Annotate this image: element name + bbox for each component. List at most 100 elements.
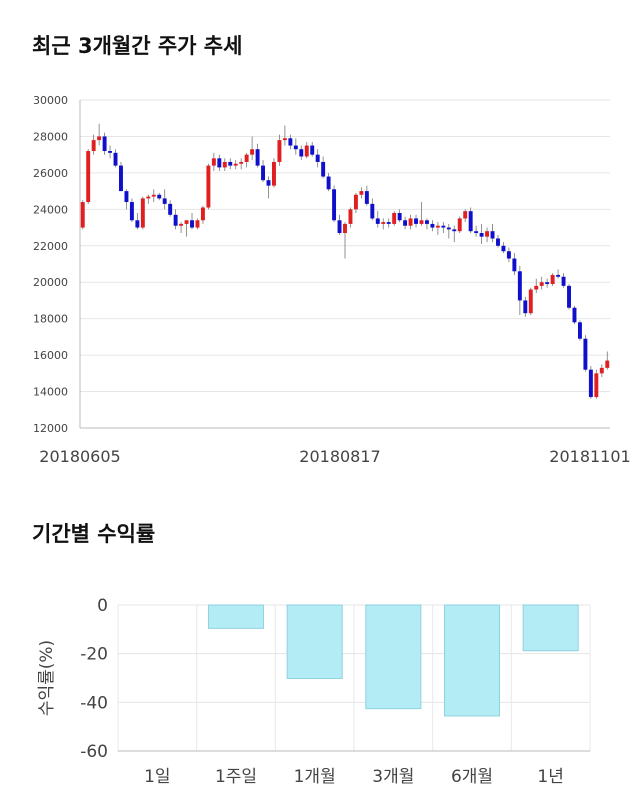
candle-body	[299, 149, 304, 157]
candle-body	[129, 202, 134, 221]
candle-body	[588, 369, 593, 398]
y-tick-label: 24000	[33, 203, 68, 216]
candle-body	[386, 222, 391, 224]
y-tick-label: 30000	[33, 94, 68, 107]
candle-body	[550, 274, 555, 285]
candle-body	[255, 149, 260, 166]
candle-body	[370, 203, 375, 219]
candle-body	[375, 218, 380, 224]
stock-candlestick-chart: 12000 14000 16000 18000 20000 22000 24000 26000…	[33, 94, 631, 466]
candle-body	[250, 149, 255, 155]
y-tick-label: 18000	[33, 313, 68, 326]
stock-trend-title: 최근 3개월간 주가 추세	[32, 34, 243, 58]
candle-body	[222, 161, 227, 168]
candle-body	[124, 191, 129, 203]
candle-body	[244, 154, 249, 162]
x-tick-label: 20181101	[549, 447, 630, 466]
candle-body	[239, 161, 244, 164]
y-tick-label: 12000	[33, 422, 68, 435]
candle-body	[80, 202, 85, 228]
candle-body	[200, 207, 205, 221]
candle-body	[468, 211, 473, 232]
candle-body	[392, 212, 397, 224]
candle-body	[397, 212, 402, 221]
candle-body	[173, 214, 178, 226]
candle-body	[479, 233, 484, 237]
return-bar	[522, 604, 579, 652]
candle-body	[140, 198, 145, 228]
candle-body	[119, 165, 123, 192]
candle-body	[567, 285, 571, 308]
x-tick-label: 1주일	[215, 767, 257, 787]
candle-body	[561, 276, 566, 286]
candle-body	[228, 161, 233, 166]
candle-body	[326, 176, 331, 190]
return-bar	[286, 604, 343, 679]
candle-body	[506, 251, 511, 259]
candle-body	[517, 271, 522, 301]
x-tick-label: 20180605	[39, 447, 120, 466]
candle-body	[452, 229, 457, 232]
y-tick-label: 20000	[33, 276, 68, 289]
candle-body	[310, 145, 315, 155]
candle-body	[572, 307, 577, 323]
candle-body	[184, 220, 189, 224]
x-tick-label: 6개월	[451, 767, 493, 787]
candle-body	[577, 322, 582, 339]
candle-body	[485, 231, 490, 237]
return-bar	[365, 604, 422, 710]
period-return-title: 기간별 수익률	[32, 522, 156, 546]
candle-body	[337, 220, 342, 234]
return-bar	[443, 604, 501, 717]
candle-body	[266, 180, 271, 186]
y-tick-label: 0	[97, 596, 108, 616]
candle-body	[441, 225, 446, 228]
candle-body	[146, 196, 151, 199]
candle-body	[86, 151, 91, 203]
candle-body	[430, 223, 435, 228]
candle-body	[381, 222, 386, 224]
candle-body	[353, 194, 358, 210]
x-tick-label: 3개월	[372, 767, 414, 787]
candle-body	[304, 145, 309, 157]
candle-body	[523, 300, 528, 314]
candle-body	[605, 360, 610, 368]
candle-body	[419, 220, 424, 224]
candle-body	[102, 136, 107, 152]
x-tick-label: 20180817	[299, 447, 380, 466]
candle-body	[91, 140, 96, 152]
candle-body	[179, 223, 184, 226]
candle-body	[211, 158, 216, 166]
x-tick-label: 1일	[144, 767, 170, 787]
candle-body	[277, 140, 282, 162]
candle-body	[157, 194, 162, 199]
y-tick-label: -20	[80, 645, 108, 665]
candle-body	[583, 338, 588, 370]
candle-body	[288, 138, 293, 146]
y-tick-label: 14000	[33, 386, 68, 399]
candle-body	[457, 218, 462, 232]
candle-body	[534, 285, 539, 290]
candle-body	[463, 211, 468, 219]
candle-body	[315, 154, 320, 162]
candle-body	[359, 191, 364, 195]
x-tick-label: 1개월	[294, 767, 336, 787]
candle-body	[97, 136, 102, 141]
candle-body	[217, 158, 222, 168]
candle-body	[113, 152, 118, 166]
candle-body	[190, 220, 194, 228]
candle-body	[195, 220, 200, 228]
candle-body	[556, 274, 561, 277]
candle-body	[321, 161, 326, 177]
candle-body	[108, 151, 113, 153]
candle-body	[403, 220, 408, 226]
y-axis-label: 수익률(%)	[37, 640, 57, 716]
candle-body	[599, 367, 604, 374]
candle-body	[282, 138, 287, 141]
y-tick-label: -40	[80, 693, 108, 713]
y-tick-label: 22000	[33, 240, 68, 253]
candle-body	[162, 198, 167, 204]
candle-body	[512, 258, 517, 272]
candle-body	[332, 189, 337, 221]
